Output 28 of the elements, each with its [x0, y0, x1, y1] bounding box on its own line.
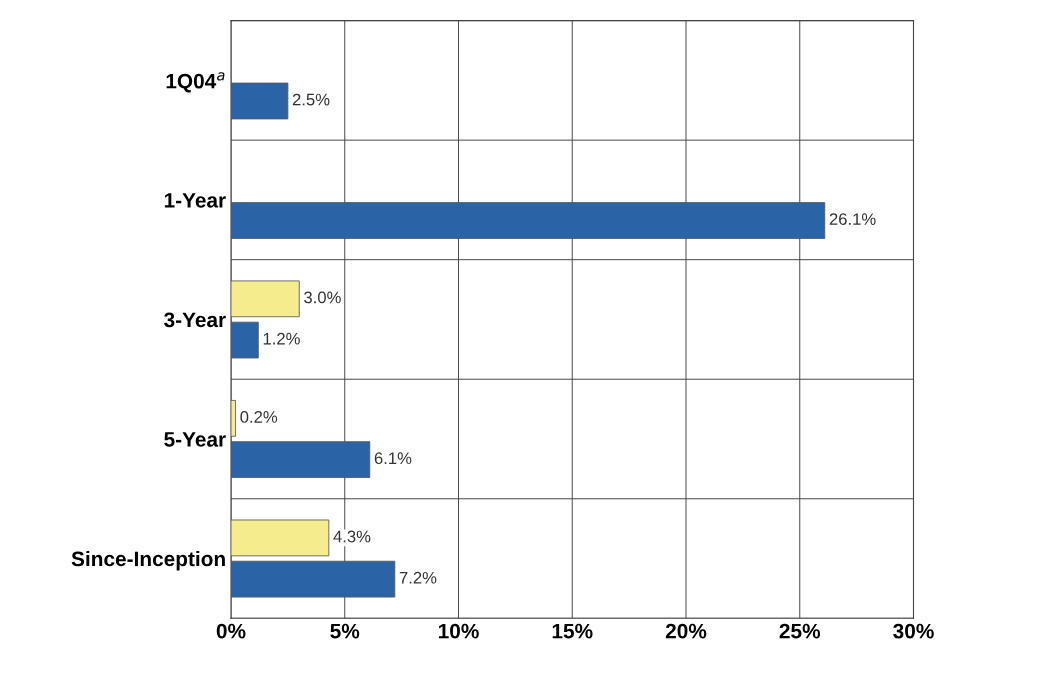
bar — [231, 321, 259, 359]
bar — [231, 280, 300, 318]
bar — [231, 519, 330, 557]
y-tick-label: 1-Year — [164, 193, 226, 208]
data-label: 2.5% — [292, 93, 330, 106]
bar — [231, 560, 396, 598]
data-label: 4.3% — [333, 530, 371, 543]
bar — [231, 441, 371, 478]
bar — [231, 400, 236, 437]
data-label: 6.1% — [374, 452, 412, 465]
x-tick-label: 30% — [893, 623, 934, 639]
x-tick-label: 10% — [438, 623, 479, 639]
bar — [231, 202, 826, 239]
bar — [231, 82, 289, 120]
x-tick-label: 20% — [665, 623, 707, 639]
data-label: 0.2% — [240, 411, 278, 423]
data-label: 7.2% — [399, 571, 437, 584]
y-tick-label: 3-Year — [164, 312, 226, 328]
x-tick-label: 5% — [330, 623, 360, 639]
data-label: 3.0% — [304, 291, 341, 304]
y-tick-label: 5-Year — [164, 432, 226, 447]
x-tick-label: 15% — [552, 623, 593, 639]
y-tick-label: Since-Inception — [71, 550, 225, 571]
data-label: 26.1% — [829, 213, 876, 226]
data-label: 1.2% — [263, 332, 300, 345]
y-tick-label: 1Q04$^{a}$ — [166, 72, 225, 93]
x-tick-label: 0% — [216, 623, 246, 639]
x-tick-label: 25% — [779, 623, 821, 639]
